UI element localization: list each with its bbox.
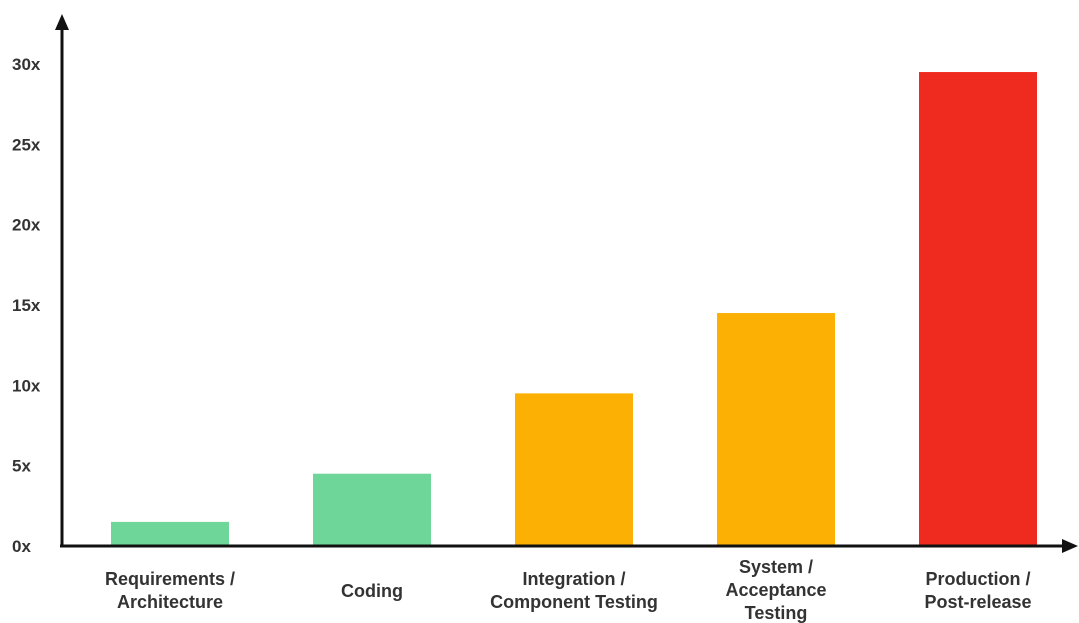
bar-4: [919, 72, 1037, 547]
x-axis-arrow-icon: [1062, 539, 1078, 553]
y-tick-label: 30x: [12, 55, 41, 74]
y-tick-label: 15x: [12, 296, 41, 315]
bar-3: [717, 313, 835, 546]
bars-group: [111, 72, 1037, 547]
y-tick-label: 25x: [12, 135, 41, 154]
axes: [55, 14, 1078, 553]
x-category-label: Integration / Component Testing: [490, 569, 658, 612]
x-category-label: Requirements / Architecture: [105, 569, 235, 612]
x-category-label: Production / Post-release: [924, 569, 1031, 612]
x-category-label: Coding: [341, 581, 403, 601]
y-tick-label: 0x: [12, 537, 31, 556]
y-tick-label: 5x: [12, 457, 31, 476]
x-category-label: System / Acceptance Testing: [725, 557, 826, 623]
bar-2: [515, 393, 633, 546]
x-axis-labels: Requirements / Architecture Coding Integrat…: [105, 557, 1032, 623]
y-axis-arrow-icon: [55, 14, 69, 30]
y-tick-label: 10x: [12, 376, 41, 395]
bar-1: [313, 473, 431, 546]
y-axis-ticks: 0x 5x 10x 15x 20x 25x 30x: [12, 55, 41, 556]
bar-0: [111, 521, 229, 546]
y-tick-label: 20x: [12, 216, 41, 235]
